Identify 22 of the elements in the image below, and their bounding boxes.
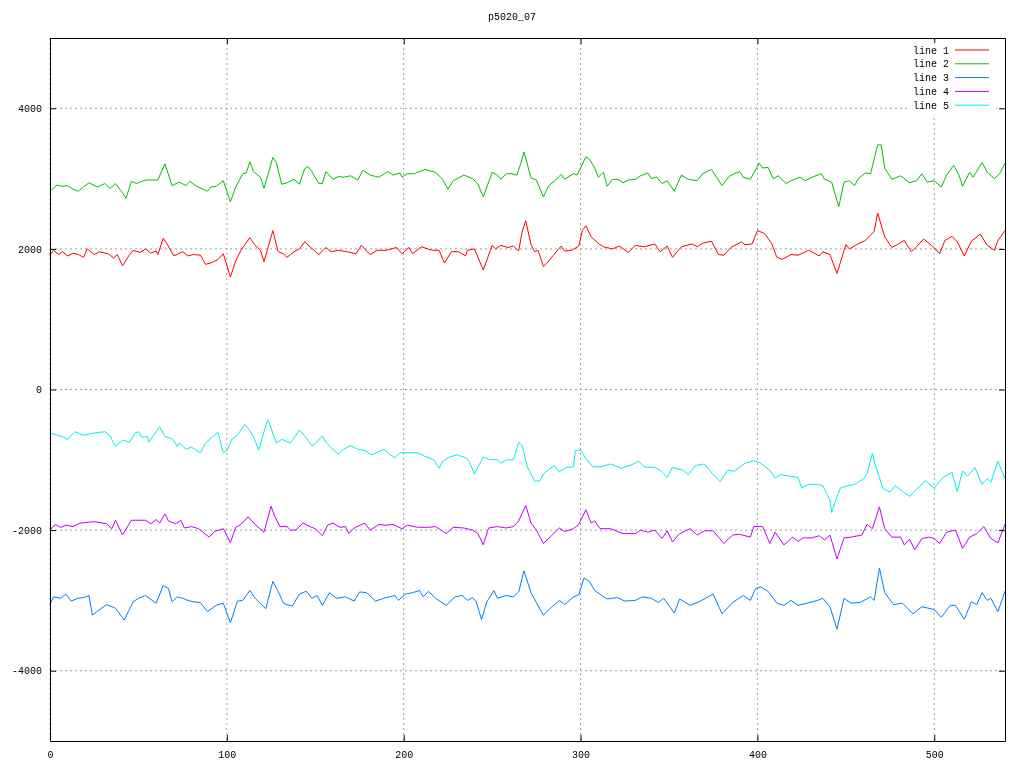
- x-tick-label: 200: [395, 750, 414, 762]
- y-tick-label: -2000: [11, 525, 42, 537]
- legend-label: line 5: [912, 100, 949, 112]
- x-tick-label: 0: [47, 750, 54, 762]
- y-tick-label: 4000: [17, 104, 42, 115]
- line-series: [49, 212, 1006, 278]
- line-series: [49, 505, 1006, 560]
- line-series: [49, 144, 1006, 208]
- y-tick-label: 0: [35, 385, 42, 397]
- legend-label: line 4: [912, 86, 949, 98]
- line-series: [49, 419, 1006, 514]
- y-tick-label: 2000: [17, 244, 42, 256]
- y-tick-label: -4000: [11, 666, 42, 678]
- line-series: [49, 567, 1006, 630]
- legend-label: line 3: [912, 73, 949, 85]
- x-tick-label: 100: [218, 750, 237, 762]
- x-tick-label: 500: [925, 750, 944, 762]
- chart-title: p5020_07: [487, 12, 537, 23]
- legend-label: line 2: [912, 59, 949, 71]
- x-tick-label: 400: [748, 750, 767, 762]
- x-tick-label: 300: [572, 750, 591, 762]
- legend-label: line 1: [912, 45, 949, 57]
